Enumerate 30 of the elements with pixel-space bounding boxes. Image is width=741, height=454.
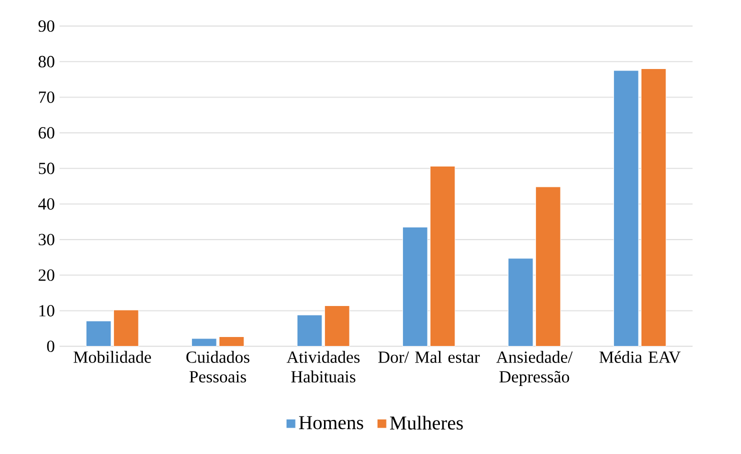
x-tick-label: Dor/ Mal estar bbox=[378, 350, 480, 363]
bar bbox=[613, 70, 639, 346]
x-tick-label: Ansiedade/ Depressão bbox=[496, 350, 573, 386]
bar bbox=[402, 226, 428, 346]
bar bbox=[113, 310, 139, 346]
bar bbox=[218, 336, 244, 346]
y-tick-label: 90 bbox=[38, 20, 54, 32]
y-tick-label: 10 bbox=[39, 304, 54, 316]
x-tick-label: Atividades Habituais bbox=[286, 350, 360, 382]
y-tick-label: 0 bbox=[47, 340, 54, 352]
bar bbox=[86, 320, 112, 346]
bar bbox=[508, 258, 534, 346]
bar bbox=[324, 305, 350, 346]
bar bbox=[535, 186, 561, 346]
bar bbox=[430, 166, 456, 346]
x-tick-label: Mobilidade bbox=[74, 350, 151, 363]
legend-label: Homens bbox=[299, 416, 364, 430]
x-tick-label: Média EAV bbox=[599, 350, 681, 363]
y-tick-label: 70 bbox=[39, 91, 54, 103]
y-tick-label: 30 bbox=[38, 234, 54, 246]
y-tick-label: 40 bbox=[38, 198, 54, 210]
legend-label: Mulheres bbox=[390, 416, 463, 430]
x-tick-label: Cuidados Pessoais bbox=[186, 350, 250, 382]
y-tick-label: 60 bbox=[38, 126, 54, 138]
y-tick-label: 80 bbox=[38, 56, 54, 68]
bar bbox=[296, 314, 322, 346]
bar bbox=[191, 338, 217, 346]
y-tick-label: 20 bbox=[38, 269, 54, 281]
y-tick-label: 50 bbox=[38, 162, 54, 174]
bar bbox=[640, 68, 666, 346]
